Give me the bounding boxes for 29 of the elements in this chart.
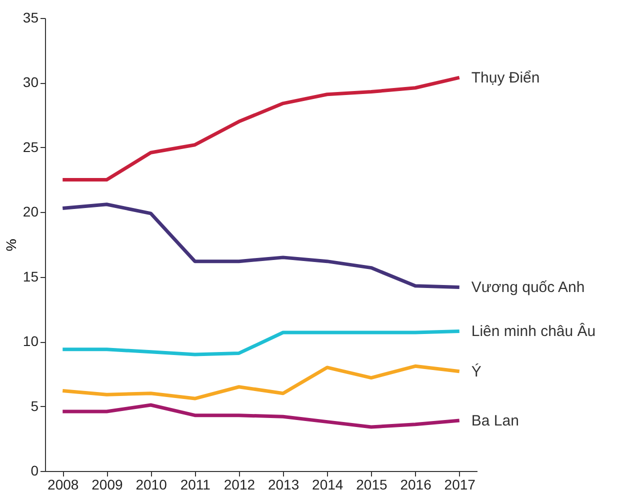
y-tick-label: 15	[22, 268, 39, 284]
y-tick-label: 20	[22, 204, 39, 220]
series-label: Vương quốc Anh	[471, 279, 585, 296]
line-series	[60, 76, 462, 182]
x-tick-label: 2013	[268, 476, 300, 492]
x-tick-label: 2016	[400, 476, 432, 492]
line-series	[60, 403, 462, 429]
y-tick-label: 10	[22, 333, 39, 350]
x-tick-label: 2010	[136, 476, 168, 492]
y-tick-label: 5	[30, 398, 39, 414]
line-series	[60, 202, 462, 289]
series-label: Thụy Điển	[471, 70, 540, 87]
y-tick-label: 30	[22, 74, 39, 90]
y-tick-label: 25	[22, 138, 39, 155]
y-tick-label: 0	[30, 462, 39, 478]
series-label: Ý	[471, 362, 482, 380]
x-tick-label: 2011	[180, 476, 211, 492]
x-tick-label: 2014	[312, 476, 344, 492]
y-axis-title: %	[2, 238, 19, 252]
x-tick-label: 2015	[356, 476, 388, 492]
x-tick-label: 2008	[48, 476, 79, 492]
x-tick-label: 2017	[444, 476, 476, 492]
x-tick-label: 2012	[224, 476, 256, 492]
series-label: Liên minh châu Âu	[471, 322, 596, 340]
series-label: Ba Lan	[471, 412, 519, 430]
line-series	[60, 364, 462, 400]
x-tick-label: 2009	[92, 476, 123, 492]
line-series	[60, 329, 462, 356]
y-tick-label: 35	[22, 10, 39, 26]
